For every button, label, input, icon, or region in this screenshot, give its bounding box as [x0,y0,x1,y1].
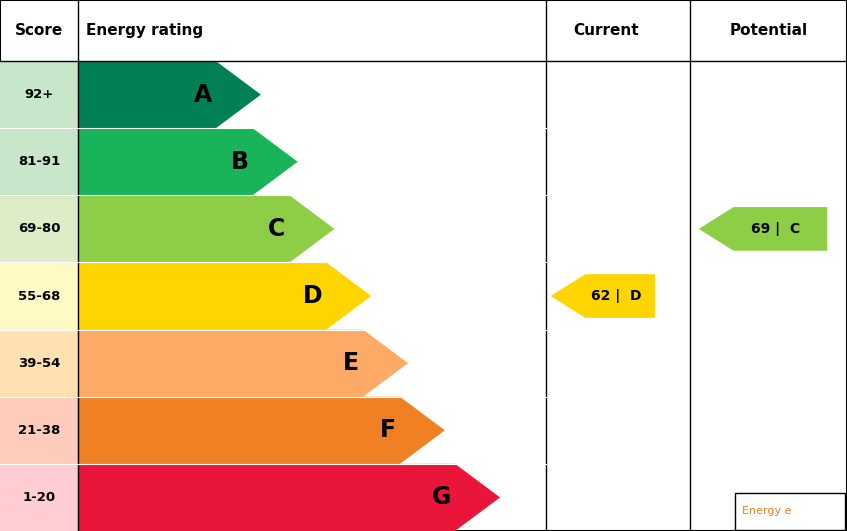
Bar [0,397,78,464]
Polygon shape [78,195,335,262]
Polygon shape [78,330,408,397]
Text: B: B [230,150,248,174]
Text: Score: Score [15,23,63,38]
Text: 39-54: 39-54 [18,357,60,370]
Text: Current: Current [573,23,639,38]
Text: Energy e: Energy e [742,507,791,516]
Text: C: C [268,217,285,241]
Text: 69 |  C: 69 | C [751,222,800,236]
Text: 92+: 92+ [25,88,53,101]
Polygon shape [551,274,655,318]
Text: 81-91: 81-91 [18,155,60,168]
Text: 69-80: 69-80 [18,222,60,235]
Bar [0,464,78,531]
Bar [0,61,78,128]
Text: 1-20: 1-20 [22,491,56,504]
Text: A: A [193,83,212,107]
Text: E: E [343,351,359,375]
Text: Potential: Potential [729,23,808,38]
Polygon shape [78,397,445,464]
Bar [0,195,78,262]
Polygon shape [699,207,828,251]
Bar [0,262,78,330]
Text: F: F [379,418,396,442]
Polygon shape [78,61,261,128]
Text: G: G [431,485,451,509]
Text: D: D [302,284,322,308]
Text: 55-68: 55-68 [18,289,60,303]
Bar [0,128,78,195]
Polygon shape [78,128,297,195]
Text: Energy rating: Energy rating [86,23,203,38]
Polygon shape [78,464,500,531]
Text: 21-38: 21-38 [18,424,60,437]
Text: 62 |  D: 62 | D [591,289,642,303]
Bar [0,330,78,397]
Polygon shape [78,262,371,330]
Bar [735,493,845,530]
